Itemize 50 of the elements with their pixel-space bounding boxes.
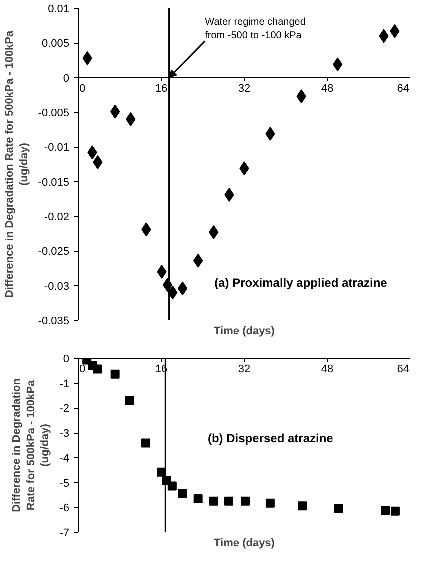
x-tick-label: 0 [80, 364, 86, 376]
y-tick-label: -5 [60, 478, 70, 490]
y-tick-label: -6 [60, 502, 70, 515]
point [298, 502, 308, 511]
point [390, 506, 400, 516]
y-tick-label: -7 [60, 528, 70, 540]
point [209, 496, 218, 506]
x-axis-title: Time (days) [214, 326, 276, 338]
y-tick-label: -0.025 [38, 246, 70, 258]
y-tick-label: -0.02 [44, 212, 70, 224]
x-axis-title: Time (days) [214, 538, 276, 550]
point [93, 364, 102, 374]
x-tick-label: 32 [238, 364, 251, 376]
point [224, 496, 234, 506]
point [194, 494, 203, 504]
y-tick-label: 0 [63, 354, 70, 366]
x-tick-label: 32 [238, 82, 251, 95]
x-tick-label: 48 [321, 82, 334, 95]
x-tick-label: 16 [155, 82, 168, 95]
x-tick-label: 48 [321, 364, 334, 376]
x-tick-label: 64 [397, 364, 410, 376]
point [141, 438, 150, 448]
y-tick-label: -2 [60, 403, 70, 416]
y-tick-label: 0.01 [48, 4, 70, 16]
y-tick-label: -0.01 [44, 142, 70, 154]
point [241, 496, 250, 506]
y-tick-label: -1 [60, 378, 70, 390]
y-axis-title: Difference in Degradation Rate for 500kPa - 100kPa (ug/day) [4, 30, 30, 298]
point [168, 482, 177, 491]
point [178, 282, 188, 296]
point [381, 506, 390, 516]
annotation: (a) Proximally applied atrazine [214, 276, 388, 290]
y-tick-label: -0.005 [38, 108, 70, 120]
point [266, 498, 275, 508]
point [125, 396, 134, 406]
point [334, 504, 344, 514]
y-tick-label: -0.015 [38, 176, 70, 189]
y-tick-label: -0.035 [38, 316, 70, 328]
x-tick-label: 0 [80, 82, 86, 95]
y-tick-label: 0 [63, 72, 70, 85]
annotation: (b) Dispersed atrazine [208, 432, 334, 446]
x-tick-label: 64 [397, 82, 410, 95]
y-axis-title: Difference in Degradation Rate for 500kPa - 100kPa (ug/day) [10, 378, 52, 512]
annotation: Water regime changed from -500 to -100 kPa [205, 17, 306, 42]
y-tick-label: -0.03 [44, 280, 70, 293]
y-tick-label: 0.005 [42, 38, 70, 50]
y-tick-label: -4 [60, 452, 70, 465]
point [178, 488, 188, 498]
point [110, 370, 120, 379]
y-tick-label: -3 [60, 428, 70, 440]
